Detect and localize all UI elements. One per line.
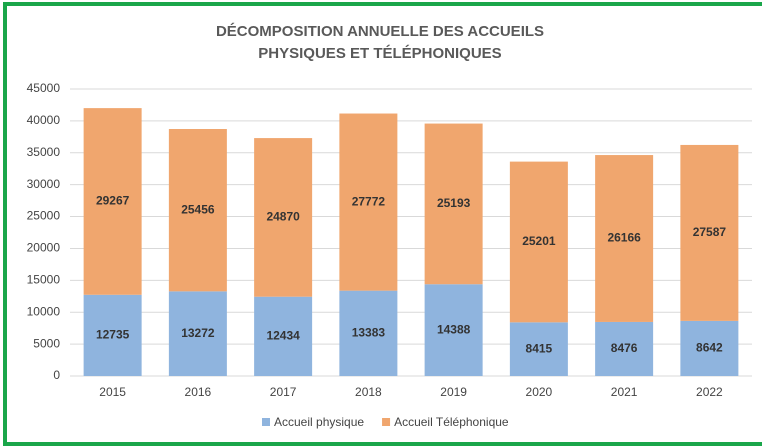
x-tick-label: 2018: [355, 385, 382, 399]
bar-segment: [509, 322, 568, 376]
data-label: 24870: [266, 210, 300, 224]
data-label: 12434: [266, 329, 300, 343]
data-label: 25201: [522, 234, 556, 248]
data-label: 13383: [352, 325, 386, 339]
bar-segment: [83, 294, 142, 376]
data-label: 29267: [96, 194, 130, 208]
y-tick-label: 35000: [27, 145, 61, 159]
y-tick-label: 30000: [27, 177, 61, 191]
bar-segment: [424, 123, 483, 285]
data-label: 25193: [437, 196, 471, 210]
data-label: 27587: [693, 225, 727, 239]
bar-segment: [339, 290, 398, 376]
data-label: 12735: [96, 328, 130, 342]
bar-segment: [680, 320, 739, 376]
x-tick-label: 2019: [440, 385, 467, 399]
bar-segment: [424, 284, 483, 376]
y-tick-label: 45000: [27, 81, 61, 95]
bar-segment: [83, 108, 142, 295]
data-label: 8642: [696, 341, 723, 355]
y-tick-label: 15000: [27, 273, 61, 287]
bar-segment: [254, 296, 313, 376]
bar-segment: [254, 138, 313, 297]
y-tick-label: 40000: [27, 113, 61, 127]
data-label: 8476: [611, 341, 638, 355]
bar-segment: [595, 321, 654, 376]
bar-segment: [595, 155, 654, 322]
chart-title: DÉCOMPOSITION ANNUELLE DES ACCUEILS: [216, 23, 544, 40]
data-label: 25456: [181, 202, 215, 216]
legend-label: Accueil Téléphonique: [394, 415, 509, 429]
data-label: 26166: [607, 231, 641, 245]
legend-label: Accueil physique: [274, 415, 364, 429]
x-tick-label: 2017: [270, 385, 297, 399]
bar-segment: [168, 291, 227, 376]
bar-segment: [339, 113, 398, 291]
legend-swatch: [382, 418, 391, 426]
x-tick-label: 2016: [185, 385, 212, 399]
x-tick-label: 2022: [696, 385, 723, 399]
legend-swatch: [262, 418, 270, 426]
y-tick-label: 5000: [33, 336, 60, 350]
y-tick-label: 0: [53, 368, 60, 382]
data-label: 27772: [352, 194, 386, 208]
data-label: 8415: [526, 341, 553, 355]
bar-segment: [680, 144, 739, 321]
bar-segment: [509, 161, 568, 323]
y-tick-label: 20000: [27, 241, 61, 255]
x-tick-label: 2021: [611, 385, 638, 399]
data-label: 14388: [437, 322, 471, 336]
x-tick-label: 2020: [526, 385, 553, 399]
y-tick-label: 25000: [27, 209, 61, 223]
frame: [3, 2, 762, 446]
bar-segment: [168, 129, 227, 292]
chart-title: PHYSIQUES ET TÉLÉPHONIQUES: [258, 45, 501, 62]
x-tick-label: 2015: [99, 385, 126, 399]
data-label: 13272: [181, 326, 215, 340]
y-tick-label: 10000: [27, 304, 61, 318]
